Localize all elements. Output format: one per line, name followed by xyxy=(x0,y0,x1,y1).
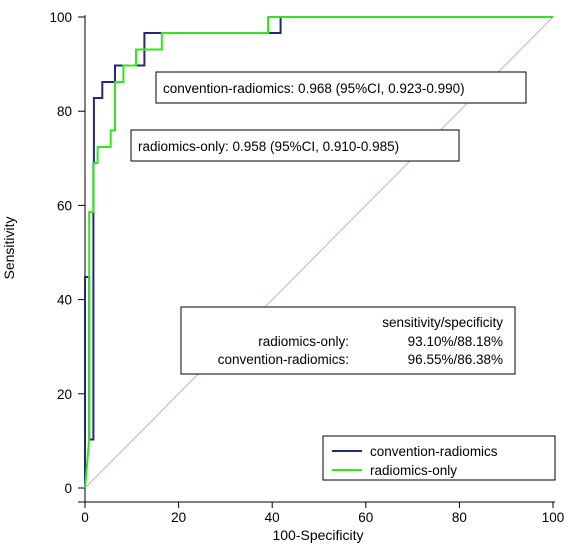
auc-convention-text: convention-radiomics: 0.968 (95%CI, 0.92… xyxy=(163,81,465,96)
sens-spec-row-convention-label: convention-radiomics: xyxy=(218,352,349,367)
series-line-radiomics-only xyxy=(84,16,553,489)
y-tick-label: 60 xyxy=(57,198,72,213)
legend-label-radiomics: radiomics-only xyxy=(370,463,457,478)
sens-spec-header: sensitivity/specificity xyxy=(382,315,503,330)
y-tick-label: 20 xyxy=(57,387,72,402)
x-tick-label: 0 xyxy=(81,510,89,525)
x-tick-label: 100 xyxy=(542,510,565,525)
y-tick-label: 100 xyxy=(49,10,72,25)
legend: convention-radiomics radiomics-only xyxy=(322,435,556,481)
y-tick-label: 40 xyxy=(57,293,72,308)
sens-spec-row-radiomics-label: radiomics-only: xyxy=(258,334,349,349)
x-tick-label: 40 xyxy=(265,510,280,525)
legend-label-convention: convention-radiomics xyxy=(370,444,498,459)
x-tick-label: 80 xyxy=(452,510,467,525)
x-tick-label: 60 xyxy=(358,510,373,525)
sens-spec-row-convention-value: 96.55%/86.38% xyxy=(408,352,503,367)
y-tick-label: 0 xyxy=(64,481,72,496)
auc-radiomics-box: radiomics-only: 0.958 (95%CI, 0.910-0.98… xyxy=(130,129,460,162)
axis-ticks: 0 20 40 60 80 100 0 20 40 60 80 100 xyxy=(49,10,564,525)
sens-spec-row-radiomics-value: 93.10%/88.18% xyxy=(408,334,503,349)
sens-spec-table: sensitivity/specificity radiomics-only: … xyxy=(180,306,516,375)
auc-convention-box: convention-radiomics: 0.968 (95%CI, 0.92… xyxy=(155,71,527,104)
roc-curves xyxy=(84,16,553,489)
y-tick-label: 80 xyxy=(57,104,72,119)
auc-radiomics-text: radiomics-only: 0.958 (95%CI, 0.910-0.98… xyxy=(138,139,399,154)
x-axis-label: 100-Specificity xyxy=(272,527,363,543)
y-axis-label: Sensitivity xyxy=(1,216,17,279)
x-tick-label: 20 xyxy=(171,510,186,525)
